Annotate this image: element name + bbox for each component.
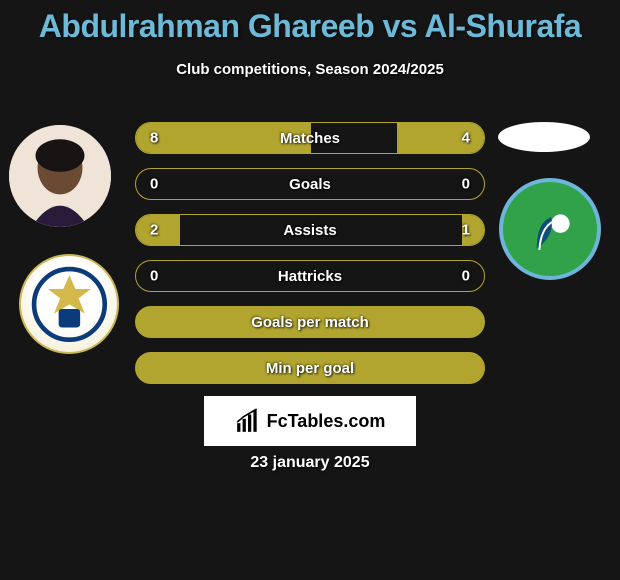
stat-row: Goals per match bbox=[135, 306, 485, 338]
stat-label: Goals per match bbox=[136, 314, 484, 331]
club-right-badge bbox=[499, 178, 601, 280]
stat-row: Min per goal bbox=[135, 352, 485, 384]
brand-bar: FcTables.com bbox=[204, 396, 416, 446]
stat-label: Matches bbox=[136, 130, 484, 147]
stats-panel: 84Matches 00Goals 21Assists 00Hattricks Goal… bbox=[135, 122, 485, 398]
page-title: Abdulrahman Ghareeb vs Al-Shurafa bbox=[0, 0, 620, 45]
stat-row: 00Goals bbox=[135, 168, 485, 200]
brand-text: FcTables.com bbox=[267, 411, 386, 432]
stat-label: Goals bbox=[136, 176, 484, 193]
player-left-avatar bbox=[9, 125, 111, 227]
stat-label: Min per goal bbox=[136, 360, 484, 377]
stat-row: 84Matches bbox=[135, 122, 485, 154]
subtitle: Club competitions, Season 2024/2025 bbox=[0, 61, 620, 78]
stat-row: 00Hattricks bbox=[135, 260, 485, 292]
stat-label: Hattricks bbox=[136, 268, 484, 285]
date-text: 23 january 2025 bbox=[0, 454, 620, 472]
player-right-avatar bbox=[498, 122, 590, 152]
stat-label: Assists bbox=[136, 222, 484, 239]
club-left-badge bbox=[19, 254, 119, 354]
chart-icon bbox=[235, 408, 261, 434]
stat-row: 21Assists bbox=[135, 214, 485, 246]
